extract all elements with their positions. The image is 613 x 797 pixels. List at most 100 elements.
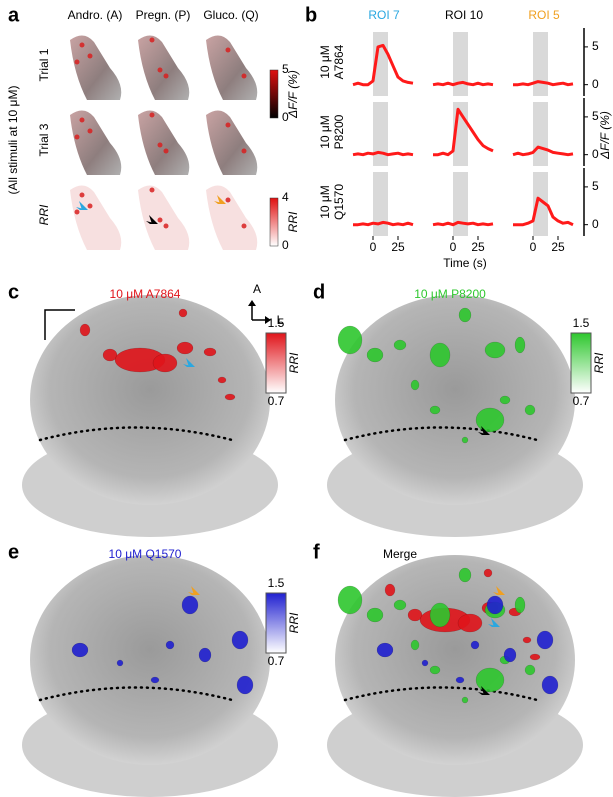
row-label: P8200 — [332, 114, 346, 149]
y-tick-label: 5 — [592, 179, 599, 193]
brain-volume — [30, 295, 270, 505]
stimulus-window — [453, 32, 468, 96]
response-blob — [429, 342, 451, 368]
response-blob — [393, 339, 407, 351]
arrowhead — [478, 686, 490, 695]
response-blob — [410, 379, 420, 391]
response-blob — [410, 639, 420, 651]
colorbar — [269, 197, 279, 247]
colorbar-tick-label: 4 — [282, 190, 289, 204]
mean-trace — [513, 80, 574, 87]
colorbar-tick-label: 1.5 — [268, 316, 285, 330]
response-blob — [337, 585, 363, 615]
response-blob — [421, 659, 429, 667]
colorbar-tick-label: 0.7 — [268, 394, 285, 408]
brain-volume — [335, 555, 575, 765]
response-spot — [87, 53, 93, 59]
boundary-line — [343, 426, 539, 442]
response-spot — [241, 148, 247, 154]
response-blob — [337, 325, 363, 355]
tissue-image — [206, 35, 258, 100]
response-blob — [486, 595, 504, 615]
mean-trace — [433, 107, 494, 157]
arrowhead — [183, 358, 195, 367]
response-blob — [461, 436, 469, 444]
response-blob — [475, 407, 505, 433]
response-blob — [178, 308, 188, 318]
response-spot — [74, 134, 80, 140]
response-blob — [458, 567, 472, 583]
panel-title: 10 μM A7864 — [110, 287, 181, 301]
row-label: 10 μM — [318, 45, 332, 79]
colorbar — [265, 592, 287, 654]
response-spot — [157, 142, 163, 148]
response-spot — [149, 37, 155, 43]
arrowhead — [493, 586, 505, 595]
response-blob — [165, 640, 175, 650]
tissue-image — [70, 110, 122, 175]
mean-trace — [353, 220, 414, 227]
response-spot — [157, 217, 163, 223]
x-tick-label: 0 — [530, 240, 537, 254]
response-spot — [149, 187, 155, 193]
response-blob — [71, 642, 89, 658]
column-header: Andro. (A) — [68, 8, 123, 22]
stimulus-window — [453, 172, 468, 236]
response-spot — [163, 73, 169, 79]
colorbar-tick-label: 0 — [282, 110, 289, 124]
response-spot — [79, 192, 85, 198]
response-blob — [102, 348, 118, 362]
response-blob — [198, 647, 212, 663]
tissue-image — [70, 185, 122, 250]
response-blob — [429, 665, 441, 675]
response-blob — [407, 608, 423, 622]
response-blob — [152, 353, 178, 373]
mean-trace — [432, 80, 494, 87]
response-spot — [241, 73, 247, 79]
response-spot — [157, 67, 163, 73]
x-tick-label: 25 — [551, 240, 565, 254]
response-blob — [384, 583, 396, 597]
response-spot — [79, 117, 85, 123]
response-blob — [376, 642, 394, 658]
y-axis-label: ΔF/F (%) — [598, 111, 612, 160]
response-blob — [366, 607, 384, 623]
y-tick-label: 0 — [592, 77, 599, 91]
boundary-line — [38, 686, 234, 702]
tissue-image — [138, 110, 190, 175]
panel-title: Merge — [383, 547, 417, 561]
response-blob — [236, 675, 254, 695]
response-blob — [429, 602, 451, 628]
column-header: ROI 7 — [368, 8, 400, 22]
response-blob — [470, 640, 480, 650]
x-tick-label: 25 — [471, 240, 485, 254]
response-blob — [457, 613, 483, 633]
column-header: ROI 5 — [528, 8, 560, 22]
response-blob — [514, 596, 526, 614]
boundary-line — [343, 686, 539, 702]
colorbar-tick-label: 0.7 — [573, 394, 590, 408]
row-label: Trial 1 — [37, 48, 51, 81]
stimulus-window — [533, 172, 548, 236]
colorbar-tick-label: 1.5 — [268, 576, 285, 590]
row-label: 10 μM — [318, 115, 332, 149]
column-header: Gluco. (Q) — [203, 8, 258, 22]
side-label: (All stimuli at 10 μM) — [6, 86, 20, 195]
column-header: ROI 10 — [445, 8, 483, 22]
response-blob — [536, 630, 554, 650]
boundary-line — [38, 426, 234, 442]
response-blob — [524, 404, 536, 416]
response-blob — [499, 395, 511, 405]
colorbar-title: RRI — [592, 352, 606, 373]
x-tick-label: 0 — [450, 240, 457, 254]
response-blob — [181, 595, 199, 615]
response-spot — [149, 112, 155, 118]
colorbar-title: ΔF/F (%) — [286, 70, 300, 119]
mean-trace — [512, 145, 574, 157]
response-spot — [225, 122, 231, 128]
response-blob — [116, 659, 124, 667]
tissue-image — [70, 35, 122, 100]
panel-label: a — [8, 4, 20, 26]
panel-label: d — [313, 281, 325, 303]
panel-label: f — [313, 541, 320, 563]
